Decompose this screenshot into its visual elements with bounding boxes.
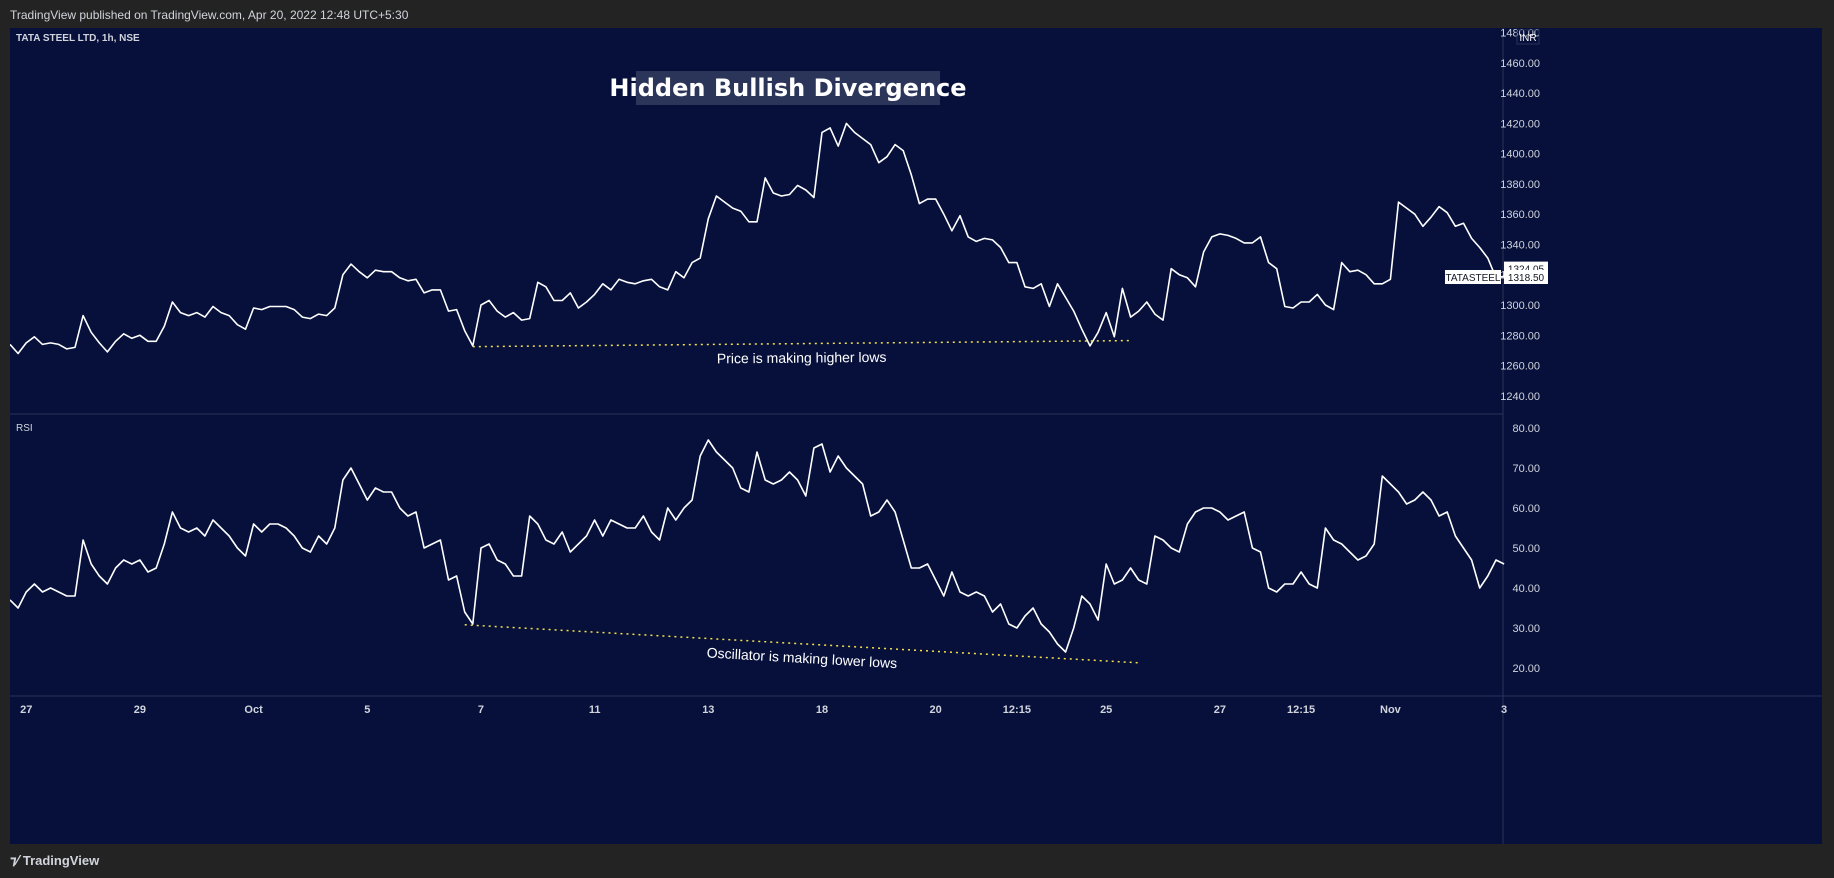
symbol-name-label: TATASTEEL	[1445, 273, 1500, 284]
rsi-divergence-line[interactable]	[464, 624, 1139, 664]
x-axis-label-0: 27	[20, 704, 32, 716]
price-ytick-2: 1440.00	[1500, 88, 1540, 100]
tradingview-logo-icon: ⁊⁄	[10, 854, 19, 869]
price-ytick-0: 1480.00	[1500, 28, 1540, 40]
symbol-price-badge	[1504, 270, 1548, 285]
rsi-annotation-text: Oscillator is making lower lows	[706, 644, 897, 671]
rsi-series-line[interactable]	[10, 439, 1505, 653]
tradingview-logo[interactable]: ⁊⁄ TradingView	[10, 853, 99, 869]
symbol-price-value: 1318.50	[1508, 273, 1545, 284]
rsi-ytick-2: 60.00	[1512, 503, 1540, 515]
price-ytick-4: 1400.00	[1500, 149, 1540, 161]
x-axis-label-3: 5	[364, 704, 370, 716]
top-bar: TradingView published on TradingView.com…	[0, 0, 1834, 28]
price-ytick-7: 1340.00	[1500, 239, 1540, 251]
x-axis-label-1: 29	[134, 704, 146, 716]
chart-svg[interactable]: 1480.001460.001440.001420.001400.001380.…	[10, 28, 1822, 844]
price-ytick-11: 1260.00	[1500, 361, 1540, 373]
price-ytick-5: 1380.00	[1500, 179, 1540, 191]
price-annotation-text: Price is making higher lows	[717, 349, 887, 367]
price-ytick-6: 1360.00	[1500, 209, 1540, 221]
x-axis-label-5: 11	[589, 704, 601, 716]
currency-box	[1516, 29, 1540, 45]
published-text: TradingView published on TradingView.com…	[10, 8, 409, 22]
x-axis-label-6: 13	[702, 704, 714, 716]
price-ytick-9: 1300.00	[1500, 300, 1540, 312]
rsi-ytick-0: 80.00	[1512, 423, 1540, 435]
rsi-label: RSI	[16, 423, 33, 434]
price-ytick-3: 1420.00	[1500, 118, 1540, 130]
price-series-line[interactable]	[10, 122, 1521, 355]
rsi-ytick-6: 20.00	[1512, 663, 1540, 675]
chart-title: Hidden Bullish Divergence	[609, 74, 966, 102]
symbol-label: TATA STEEL LTD, 1h, NSE	[16, 33, 140, 44]
x-axis-label-8: 20	[930, 704, 942, 716]
rsi-ytick-5: 30.00	[1512, 623, 1540, 635]
rsi-ytick-4: 40.00	[1512, 583, 1540, 595]
x-axis-label-9: 12:15	[1003, 704, 1031, 716]
title-background	[636, 71, 940, 105]
rsi-ytick-1: 70.00	[1512, 463, 1540, 475]
x-axis-label-12: 12:15	[1287, 704, 1315, 716]
x-axis-label-14: 3	[1501, 704, 1507, 716]
rsi-ytick-3: 50.00	[1512, 543, 1540, 555]
price-ytick-1: 1460.00	[1500, 58, 1540, 70]
price-ytick-12: 1240.00	[1500, 391, 1540, 403]
footer-bar: ⁊⁄ TradingView	[0, 846, 1834, 878]
x-axis-label-13: Nov	[1380, 704, 1402, 716]
price-divergence-line[interactable]	[472, 339, 1131, 348]
x-axis-label-11: 27	[1214, 704, 1226, 716]
currency-label: INR	[1519, 33, 1536, 44]
tradingview-logo-text: TradingView	[22, 853, 100, 868]
x-axis-label-7: 18	[816, 704, 828, 716]
x-axis-label-4: 7	[478, 704, 484, 716]
x-axis-label-10: 25	[1100, 704, 1112, 716]
symbol-name-badge	[1445, 270, 1501, 285]
x-axis-label-2: Oct	[244, 704, 263, 716]
chart-area[interactable]: 1480.00 1460.00 1440.00 1420.00 1400.00 1380.…	[10, 28, 1822, 844]
price-ytick-10: 1280.00	[1500, 330, 1540, 342]
